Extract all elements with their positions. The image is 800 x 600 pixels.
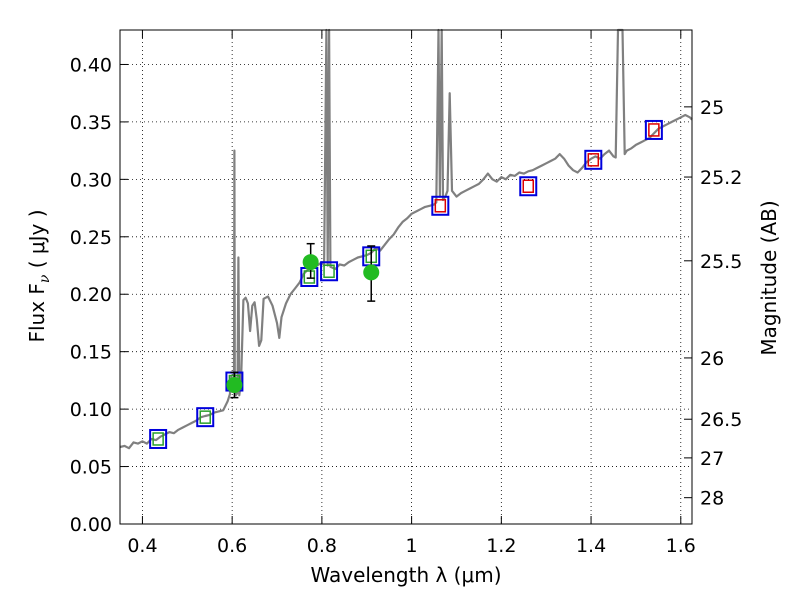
x-tick-label: 1.2 <box>486 535 516 557</box>
y-axis-label-sub: ν <box>37 274 53 283</box>
y-axis-label: Flux Fν ( μJy ) <box>25 209 53 342</box>
synthetic-box-inner <box>152 432 164 446</box>
y-tick-label: 0.15 <box>70 342 112 364</box>
y2-tick-label: 27 <box>700 448 724 470</box>
x-axis-label: Wavelength λ (μm) <box>310 563 501 587</box>
y-axis-ticks: 0.00 0.05 0.10 0.15 0.20 0.25 0.30 0.35 0.40 <box>70 54 128 536</box>
y-tick-label: 0.40 <box>70 54 112 76</box>
synthetic-point <box>519 176 538 197</box>
x-tick-label: 1.4 <box>576 535 606 557</box>
y2-tick-label: 25.2 <box>700 167 742 189</box>
synthetic-point <box>644 119 663 140</box>
observed-point <box>226 371 243 399</box>
x-tick-label: 0.8 <box>307 535 337 557</box>
observed-point <box>302 242 319 279</box>
synthetic-box-inner <box>323 264 335 279</box>
synthetic-box-outer <box>644 119 663 140</box>
x-tick-label: 1 <box>406 535 418 557</box>
synthetic-photometry <box>149 119 663 449</box>
y2-tick-label: 28 <box>700 488 724 510</box>
spectrum-line <box>119 28 693 450</box>
synthetic-box-inner <box>434 199 447 213</box>
synthetic-box-outer <box>431 195 450 216</box>
synthetic-box-inner <box>303 270 316 284</box>
synthetic-box-outer <box>196 407 215 428</box>
observed-point <box>363 245 380 302</box>
y-axis-label-main: Flux F <box>25 283 49 342</box>
observed-marker <box>302 254 319 271</box>
synthetic-box-outer <box>584 149 603 170</box>
synthetic-box-outer <box>320 261 339 282</box>
y-axis-label-unit: ( μJy ) <box>25 209 49 274</box>
y-tick-label: 0.20 <box>70 284 112 306</box>
y-tick-label: 0.35 <box>70 112 112 134</box>
synthetic-box-inner <box>587 153 600 167</box>
x-axis-ticks: 0.4 0.6 0.8 1 1.2 1.4 1.6 <box>127 30 696 557</box>
synthetic-point <box>300 267 319 287</box>
y2-axis-ticks: 25 25.2 25.5 26 26.5 27 28 <box>684 97 742 510</box>
y-tick-label: 0.30 <box>70 169 112 191</box>
synthetic-box-outer <box>519 176 538 197</box>
synthetic-point <box>149 428 168 449</box>
synthetic-box-inner <box>522 179 535 193</box>
y2-axis-label: Magnitude (AB) <box>757 200 781 355</box>
synthetic-box-outer <box>149 428 168 449</box>
y-tick-label: 0.25 <box>70 227 112 249</box>
y2-tick-label: 25.5 <box>700 251 742 273</box>
observed-marker <box>363 264 380 281</box>
synthetic-point <box>431 195 450 216</box>
synthetic-box-inner <box>199 410 211 424</box>
y2-tick-label: 26.5 <box>700 409 742 431</box>
synthetic-box-inner <box>648 123 660 137</box>
grid-lines <box>120 30 692 525</box>
x-tick-label: 0.6 <box>217 535 247 557</box>
y-tick-label: 0.00 <box>70 514 112 536</box>
y-tick-label: 0.10 <box>70 399 112 421</box>
y-tick-label: 0.05 <box>70 457 112 479</box>
synthetic-point <box>196 407 215 428</box>
observed-photometry <box>226 242 380 399</box>
x-tick-label: 0.4 <box>127 535 157 557</box>
observed-marker <box>226 376 243 393</box>
y2-tick-label: 26 <box>700 348 724 370</box>
model-spectrum <box>119 28 693 450</box>
x-tick-label: 1.6 <box>666 535 696 557</box>
synthetic-point <box>584 149 603 170</box>
synthetic-point <box>320 261 339 282</box>
y2-tick-label: 25 <box>700 97 724 119</box>
plot-frame <box>119 29 693 525</box>
